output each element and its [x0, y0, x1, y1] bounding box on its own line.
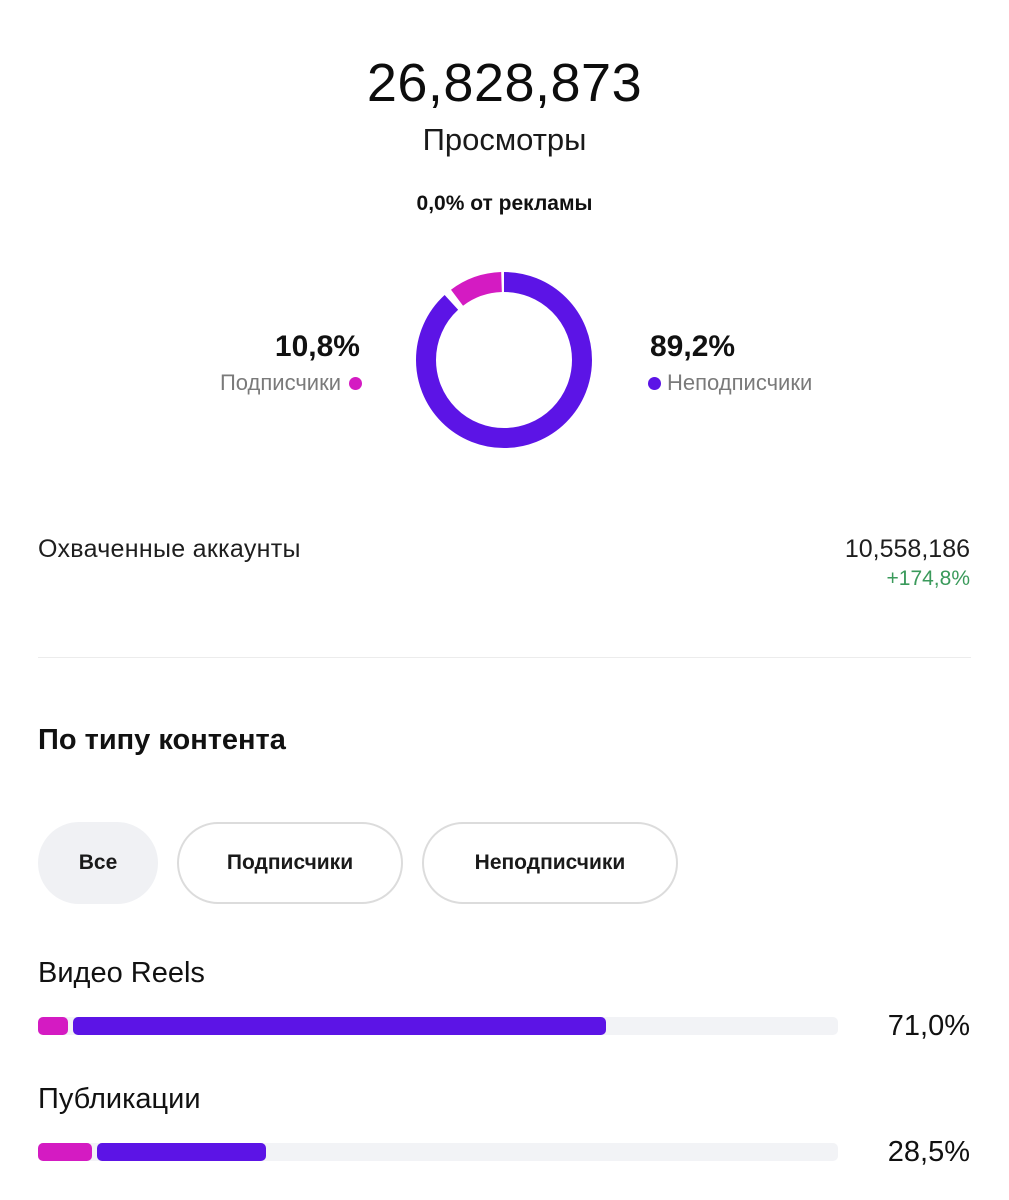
donut-segment-subscribers — [416, 272, 592, 448]
content-bar-reels-subscribers — [38, 1017, 68, 1035]
non-subscribers-percent: 89,2% — [650, 330, 736, 363]
content-row-label-posts: Публикации — [38, 1083, 201, 1115]
filter-chip-subscribers[interactable]: Подписчики — [177, 822, 403, 904]
subscribers-percent: 10,8% — [274, 330, 360, 363]
donut-segment-non-subscribers — [416, 272, 592, 448]
content-type-title: По типу контента — [38, 724, 286, 756]
total-views-value: 26,828,873 — [366, 53, 643, 113]
filter-chip-all[interactable]: Все — [38, 822, 158, 904]
content-bar-posts — [38, 1143, 838, 1161]
content-row-percent-posts: 28,5% — [887, 1136, 970, 1168]
reached-accounts-value: 10,558,186 — [844, 535, 970, 563]
non-subscribers-dot-icon — [648, 376, 661, 390]
content-row-label-reels: Видео Reels — [38, 957, 205, 989]
non-subscribers-legend: Неподписчики — [648, 370, 812, 396]
subscribers-legend: Подписчики — [150, 370, 362, 396]
content-bar-reels-non-subscribers — [72, 1017, 606, 1035]
non-subscribers-legend-label: Неподписчики — [667, 370, 813, 395]
reached-accounts-change: +174,8% — [886, 567, 971, 590]
filter-chip-non-subscribers[interactable]: Неподписчики — [422, 822, 678, 904]
subscribers-legend-label: Подписчики — [219, 370, 341, 395]
views-label: Просмотры — [422, 122, 587, 157]
reached-accounts-label: Охваченные аккаунты — [38, 535, 301, 563]
content-row-percent-reels: 71,0% — [887, 1010, 970, 1042]
content-bar-reels — [38, 1017, 838, 1035]
section-divider — [38, 657, 971, 658]
ads-share-text: 0,0% от рекламы — [416, 192, 593, 215]
audience-donut-chart — [416, 272, 592, 448]
subscribers-dot-icon — [349, 376, 362, 390]
content-bar-posts-non-subscribers — [97, 1143, 266, 1161]
content-bar-posts-subscribers — [38, 1143, 93, 1161]
